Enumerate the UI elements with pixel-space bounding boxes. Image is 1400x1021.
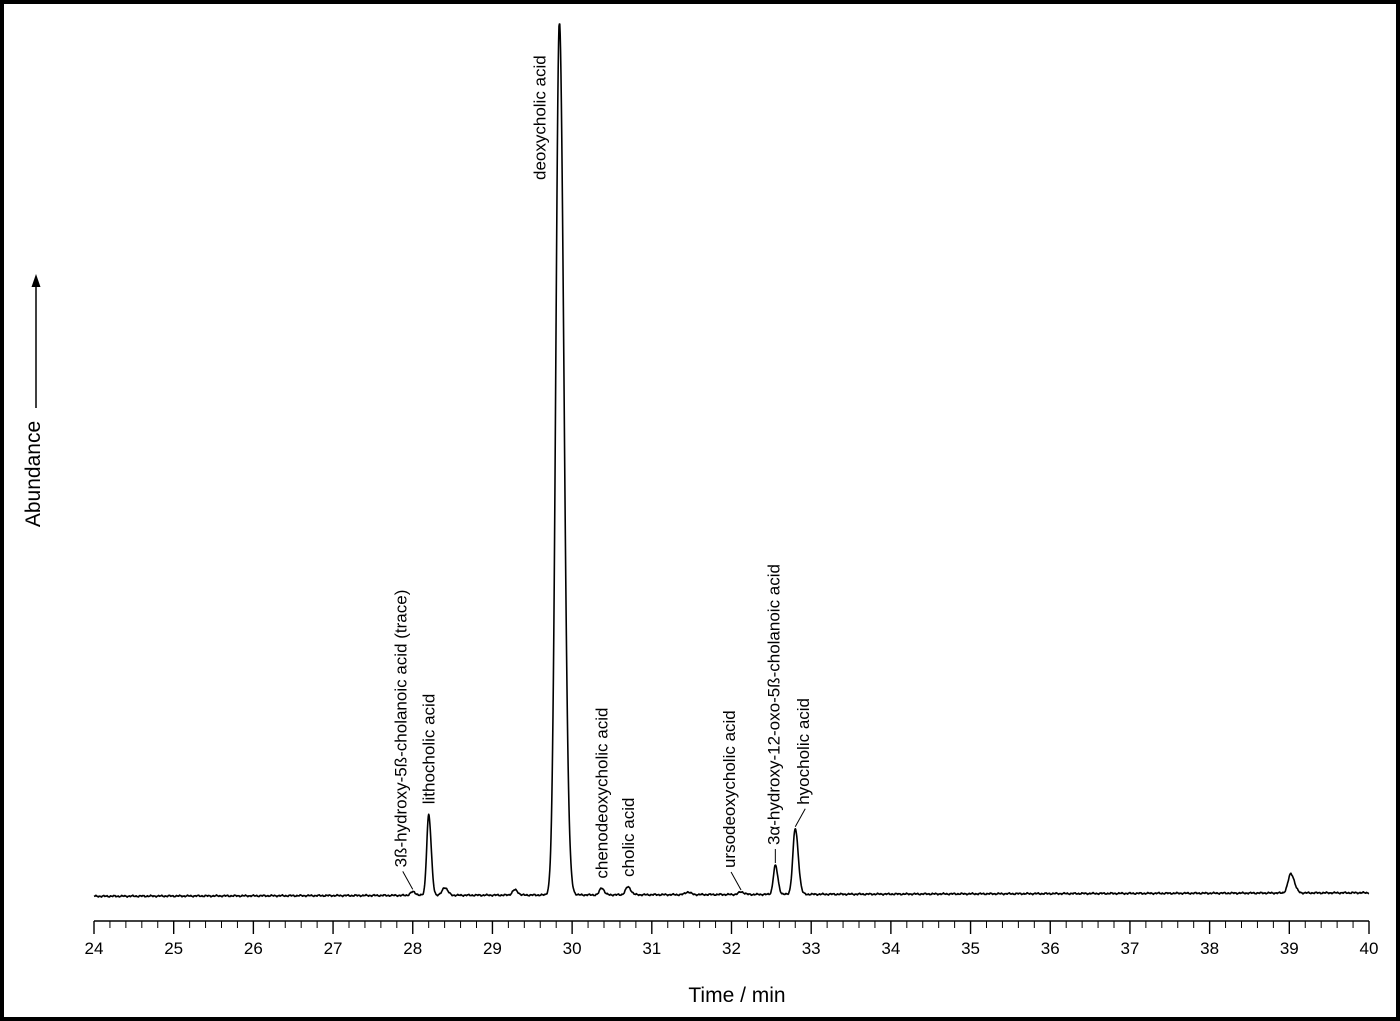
x-tick-label: 25 [164,939,183,958]
peak-annotation-label: ursodeoxycholic acid [720,710,739,868]
x-tick-label: 31 [642,939,661,958]
y-axis: Abundance [22,274,45,527]
x-tick-label: 27 [324,939,343,958]
x-tick-label: 34 [881,939,900,958]
x-axis-ticks [93,921,1370,934]
peak-annotation-label: 3ß-hydroxy-5ß-cholanoic acid (trace) [392,590,411,868]
y-axis-arrowhead [31,274,41,287]
annotation-leader-line [794,808,806,828]
peak-annotation-label: chenodeoxycholic acid [593,708,612,879]
chromatogram-trace [93,23,1370,898]
x-tick-label: 28 [403,939,422,958]
peak-annotation-label: 3α-hydroxy-12-oxo-5ß-cholanoic acid [764,564,783,845]
x-tick-label: 40 [1360,939,1379,958]
x-tick-label: 36 [1041,939,1060,958]
x-tick-label: 32 [722,939,741,958]
x-tick-label: 29 [483,939,502,958]
peak-annotation-label: cholic acid [619,798,638,877]
x-tick-label: 35 [961,939,980,958]
peak-annotation-label: lithocholic acid [420,694,439,805]
x-tick-label: 38 [1200,939,1219,958]
y-axis-title: Abundance [22,421,45,527]
x-axis-title: Time / min [688,984,785,1007]
peak-annotation-label: hyocholic acid [794,698,813,805]
x-tick-label: 39 [1280,939,1299,958]
annotation-leader-line [402,871,414,890]
x-tick-label: 37 [1120,939,1139,958]
peak-annotations: 3ß-hydroxy-5ß-cholanoic acid (trace) lith… [392,55,813,891]
x-tick-label: 30 [563,939,582,958]
peak-annotation-label: deoxycholic acid [530,55,549,180]
x-tick-label: 26 [244,939,263,958]
annotation-leader-line [730,871,742,891]
x-tick-label: 33 [802,939,821,958]
x-tick-label: 24 [85,939,104,958]
x-axis-tick-labels: 24 25 26 27 28 29 30 31 32 33 34 35 36 37 38 39 40 [85,939,1379,958]
